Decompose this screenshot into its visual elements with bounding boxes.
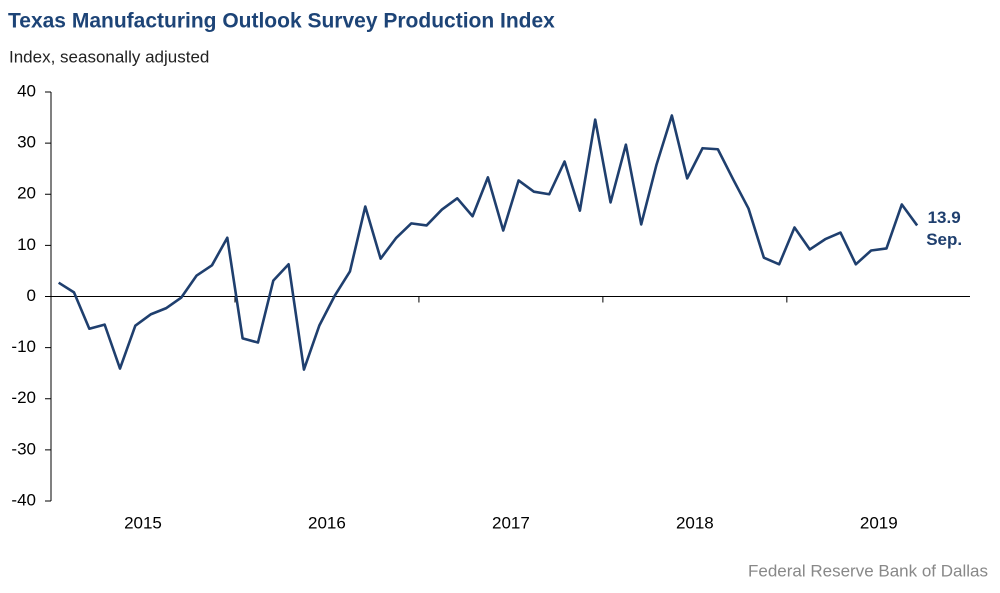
y-tick-label: 30: [17, 133, 36, 152]
x-tick-label: 2019: [860, 513, 898, 532]
y-tick-label: -40: [11, 490, 36, 509]
chart-title: Texas Manufacturing Outlook Survey Produ…: [8, 10, 555, 33]
y-tick-label: 40: [17, 81, 36, 100]
y-tick-label: 20: [17, 184, 36, 203]
chart-subtitle: Index, seasonally adjusted: [9, 47, 209, 66]
x-tick-label: 2016: [308, 513, 346, 532]
y-tick-label: -10: [11, 337, 36, 356]
y-tick-label: -20: [11, 388, 36, 407]
x-tick-label: 2018: [676, 513, 714, 532]
source: Federal Reserve Bank of Dallas: [748, 561, 988, 580]
x-tick-label: 2017: [492, 513, 530, 532]
x-tick-label: 2015: [124, 513, 162, 532]
data-label: 13.9: [928, 208, 961, 227]
y-tick-label: 10: [17, 235, 36, 254]
y-tick-label: 0: [27, 286, 36, 305]
y-tick-label: -30: [11, 439, 36, 458]
line-series: [57, 114, 919, 371]
annotation: Sep.: [926, 230, 962, 249]
